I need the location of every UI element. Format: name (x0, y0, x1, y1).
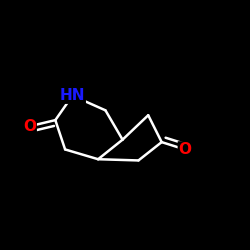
Text: O: O (23, 119, 36, 134)
Text: HN: HN (60, 88, 85, 103)
Text: O: O (178, 142, 192, 157)
